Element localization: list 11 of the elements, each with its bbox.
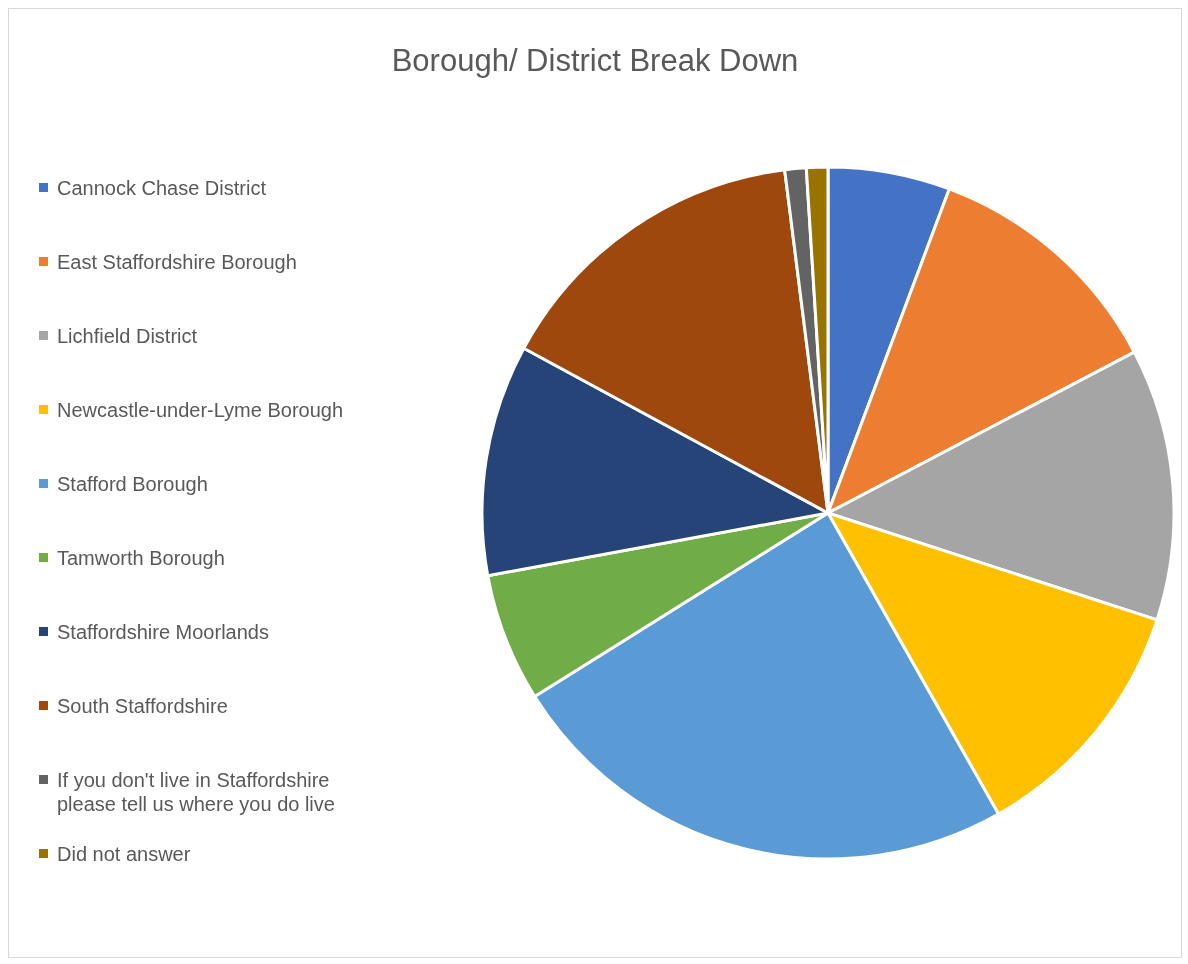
legend-label: Tamworth Borough <box>57 546 225 570</box>
legend-label: If you don't live in Staffordshire please tell us where you do live <box>57 768 336 816</box>
legend-label: Newcastle-under-Lyme Borough <box>57 398 344 422</box>
legend-label: Did not answer <box>57 842 191 866</box>
legend-label: Stafford Borough <box>57 472 208 496</box>
legend-label: Staffordshire Moorlands <box>57 620 269 644</box>
legend-label: Lichfield District <box>57 324 198 348</box>
chart-title: Borough/ District Break Down <box>390 43 800 79</box>
legend-label: East Staffordshire Borough <box>57 250 297 274</box>
legend-label: Cannock Chase District <box>57 176 266 200</box>
legend-label: South Staffordshire <box>57 694 228 718</box>
